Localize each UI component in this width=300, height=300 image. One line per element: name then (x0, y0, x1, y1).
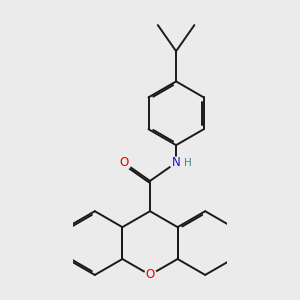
Text: O: O (119, 156, 128, 169)
Text: O: O (146, 268, 154, 281)
Text: N: N (172, 156, 181, 169)
Text: H: H (184, 158, 192, 168)
